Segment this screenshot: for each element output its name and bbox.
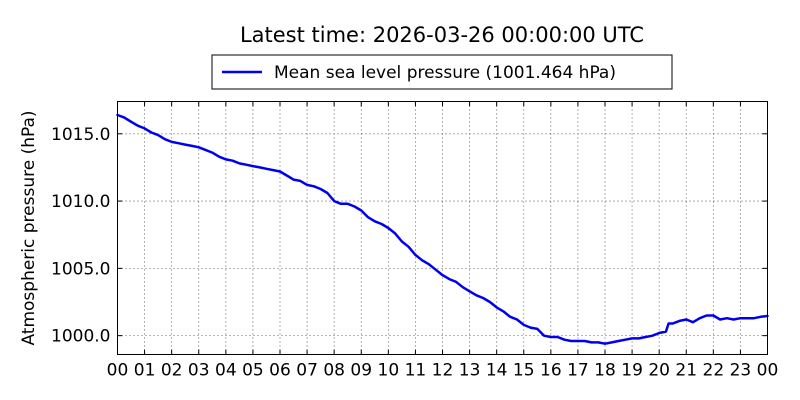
x-tick-label: 14 [486, 361, 508, 381]
x-tick-label: 05 [242, 361, 264, 381]
x-tick-label: 16 [540, 361, 562, 381]
x-tick-label: 20 [648, 361, 670, 381]
x-tick-label: 11 [405, 361, 427, 381]
x-tick-label: 10 [378, 361, 400, 381]
y-tick-label: 1000.0 [51, 327, 110, 347]
legend-box [211, 54, 673, 90]
x-tick-label: 00 [107, 361, 129, 381]
x-tick-label: 03 [188, 361, 210, 381]
y-axis-label: Atmospheric pressure (hPa) [19, 110, 39, 345]
y-tick-label: 1010.0 [51, 192, 110, 212]
x-tick-label: 23 [730, 361, 752, 381]
x-tick-label: 12 [432, 361, 454, 381]
x-tick-label: 00 [757, 361, 779, 381]
x-tick-label: 21 [675, 361, 697, 381]
x-tick-label: 01 [134, 361, 156, 381]
x-tick-label: 07 [296, 361, 318, 381]
plot-area [116, 113, 769, 345]
x-tick-label: 08 [323, 361, 345, 381]
x-tick-label: 09 [350, 361, 372, 381]
x-tick-label: 18 [594, 361, 616, 381]
legend-label: Mean sea level pressure (1001.464 hPa) [274, 63, 616, 83]
y-tick-label: 1005.0 [51, 259, 110, 279]
x-tick-label: 19 [621, 361, 643, 381]
y-tick-label: 1015.0 [51, 125, 110, 145]
y-axis: 1000.0 1005.0 1010.0 1015.0 [51, 125, 768, 347]
grid [117, 101, 768, 355]
chart-title: Latest time: 2026-03-26 00:00:00 UTC [240, 23, 644, 47]
series-line-mean-sea-level-pressure [116, 113, 769, 345]
x-tick-label: 06 [269, 361, 291, 381]
x-tick-label: 02 [161, 361, 183, 381]
x-tick-label: 17 [567, 361, 589, 381]
x-tick-label: 13 [459, 361, 481, 381]
x-axis: 00 01 02 03 04 05 06 07 08 09 10 11 12 13 14 15 16 17 18 19… [107, 101, 779, 381]
plot-frame [117, 101, 768, 355]
legend: Mean sea level pressure (1001.464 hPa) [211, 54, 673, 90]
x-tick-label: 04 [215, 361, 237, 381]
x-tick-label: 22 [703, 361, 725, 381]
x-tick-label: 15 [513, 361, 535, 381]
